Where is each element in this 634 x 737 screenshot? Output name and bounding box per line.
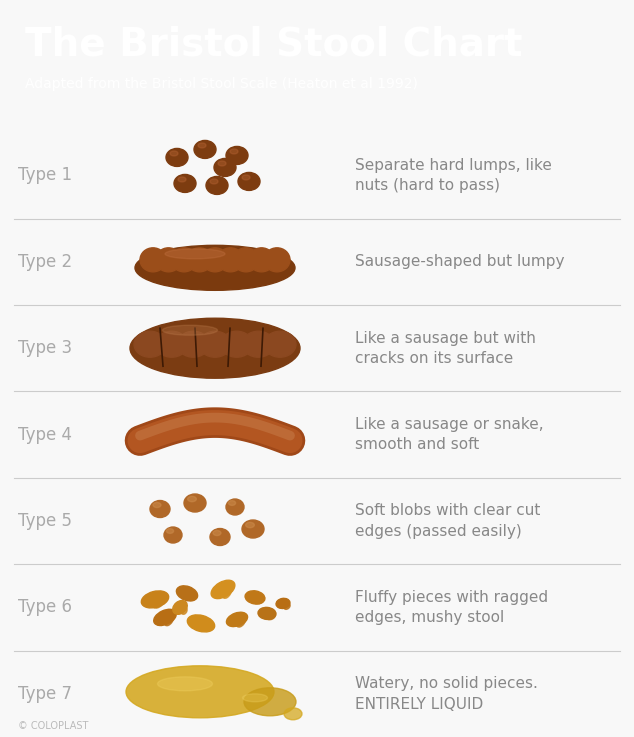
Ellipse shape xyxy=(199,331,231,357)
Ellipse shape xyxy=(164,527,182,543)
Ellipse shape xyxy=(186,248,212,272)
Ellipse shape xyxy=(155,248,181,272)
Ellipse shape xyxy=(153,609,176,626)
Ellipse shape xyxy=(245,591,265,604)
Ellipse shape xyxy=(213,531,221,536)
Ellipse shape xyxy=(230,149,238,154)
Text: Soft blobs with clear cut
edges (passed easily): Soft blobs with clear cut edges (passed … xyxy=(355,503,540,539)
Ellipse shape xyxy=(242,175,250,180)
Ellipse shape xyxy=(188,496,197,502)
Ellipse shape xyxy=(242,694,268,702)
Ellipse shape xyxy=(164,615,174,626)
Text: Type 7: Type 7 xyxy=(18,685,72,703)
Ellipse shape xyxy=(186,593,197,600)
Ellipse shape xyxy=(166,148,188,167)
Ellipse shape xyxy=(226,499,244,515)
Ellipse shape xyxy=(166,528,174,534)
Ellipse shape xyxy=(150,500,170,517)
Ellipse shape xyxy=(258,607,276,619)
Ellipse shape xyxy=(141,591,169,608)
Ellipse shape xyxy=(126,666,274,718)
Ellipse shape xyxy=(254,597,264,604)
Text: Type 1: Type 1 xyxy=(18,167,72,184)
Ellipse shape xyxy=(210,179,218,184)
Text: Type 2: Type 2 xyxy=(18,253,72,270)
Text: Like a sausage but with
cracks on its surface: Like a sausage but with cracks on its su… xyxy=(355,330,536,366)
Ellipse shape xyxy=(184,494,206,512)
Ellipse shape xyxy=(221,331,253,357)
Text: Adapted from the Bristol Stool Scale (Heaton et al 1992): Adapted from the Bristol Stool Scale (He… xyxy=(25,77,418,91)
Ellipse shape xyxy=(174,175,196,192)
Ellipse shape xyxy=(214,158,236,176)
Ellipse shape xyxy=(249,248,275,272)
Ellipse shape xyxy=(210,528,230,545)
Text: Type 4: Type 4 xyxy=(18,426,72,444)
Ellipse shape xyxy=(156,331,188,357)
Ellipse shape xyxy=(130,318,300,378)
Ellipse shape xyxy=(226,612,247,626)
Ellipse shape xyxy=(198,622,212,631)
Ellipse shape xyxy=(135,245,295,290)
Ellipse shape xyxy=(242,520,264,538)
Ellipse shape xyxy=(162,325,217,335)
Ellipse shape xyxy=(218,161,226,166)
Ellipse shape xyxy=(171,248,197,272)
Ellipse shape xyxy=(153,597,165,608)
Ellipse shape xyxy=(157,677,212,691)
Ellipse shape xyxy=(226,147,248,164)
Text: Fluffy pieces with ragged
edges, mushy stool: Fluffy pieces with ragged edges, mushy s… xyxy=(355,590,548,625)
Text: Type 6: Type 6 xyxy=(18,598,72,616)
Ellipse shape xyxy=(228,500,236,506)
Ellipse shape xyxy=(198,143,206,148)
Text: Watery, no solid pieces.
ENTIRELY LIQUID: Watery, no solid pieces. ENTIRELY LIQUID xyxy=(355,676,538,711)
Ellipse shape xyxy=(140,248,166,272)
Ellipse shape xyxy=(236,618,245,627)
Ellipse shape xyxy=(178,331,209,357)
Ellipse shape xyxy=(206,176,228,195)
Ellipse shape xyxy=(267,613,275,620)
Text: Like a sausage or snake,
smooth and soft: Like a sausage or snake, smooth and soft xyxy=(355,417,543,453)
Ellipse shape xyxy=(134,331,166,357)
Ellipse shape xyxy=(242,331,275,357)
Text: The Bristol Stool Chart: The Bristol Stool Chart xyxy=(25,25,523,63)
Ellipse shape xyxy=(276,598,290,609)
Ellipse shape xyxy=(211,580,235,598)
Ellipse shape xyxy=(264,331,296,357)
Ellipse shape xyxy=(178,177,186,182)
Ellipse shape xyxy=(223,587,231,598)
Text: © COLOPLAST: © COLOPLAST xyxy=(18,721,88,731)
Ellipse shape xyxy=(176,586,198,601)
Ellipse shape xyxy=(217,248,243,272)
Text: Separate hard lumps, like
nuts (hard to pass): Separate hard lumps, like nuts (hard to … xyxy=(355,158,552,193)
Ellipse shape xyxy=(172,601,187,615)
Ellipse shape xyxy=(284,604,290,609)
Ellipse shape xyxy=(165,249,225,259)
Ellipse shape xyxy=(153,503,161,508)
Ellipse shape xyxy=(170,151,178,156)
Ellipse shape xyxy=(244,688,296,716)
Ellipse shape xyxy=(181,607,187,615)
Ellipse shape xyxy=(202,248,228,272)
Text: Type 5: Type 5 xyxy=(18,512,72,530)
Ellipse shape xyxy=(264,248,290,272)
Ellipse shape xyxy=(233,248,259,272)
Ellipse shape xyxy=(284,708,302,720)
Ellipse shape xyxy=(194,141,216,158)
Text: Sausage-shaped but lumpy: Sausage-shaped but lumpy xyxy=(355,254,564,269)
Text: Type 3: Type 3 xyxy=(18,339,72,357)
Ellipse shape xyxy=(187,615,215,632)
Ellipse shape xyxy=(238,172,260,190)
Ellipse shape xyxy=(245,523,254,528)
